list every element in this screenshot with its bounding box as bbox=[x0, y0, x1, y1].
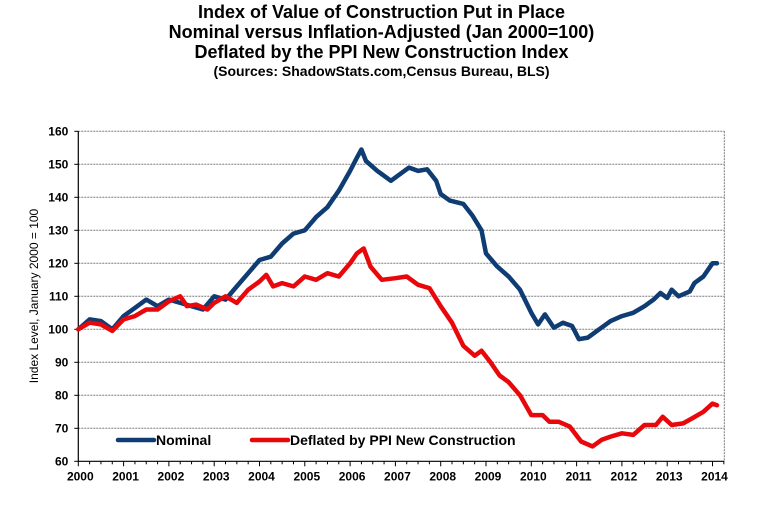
series-line-deflated bbox=[76, 246, 720, 449]
series-lines bbox=[76, 147, 720, 449]
x-tick-label: 2008 bbox=[429, 469, 456, 483]
x-tick-label: 2007 bbox=[384, 469, 411, 483]
legend-label: Deflated by PPI New Construction bbox=[290, 432, 516, 448]
y-tick-label: 100 bbox=[48, 322, 68, 336]
x-tick-label: 2003 bbox=[203, 469, 230, 483]
y-tick-label: 110 bbox=[49, 289, 69, 303]
y-tick-label: 80 bbox=[55, 388, 69, 402]
y-tick-label: 140 bbox=[48, 190, 68, 204]
y-tick-label: 130 bbox=[48, 223, 68, 237]
x-tick-label: 2004 bbox=[248, 469, 275, 483]
x-tick-label: 2001 bbox=[112, 469, 139, 483]
x-tick-labels: 2000 2001 2002 2003 2004 2005 2006 2007 2008 2009… bbox=[67, 469, 728, 483]
chart-subtitle-2: Deflated by the PPI New Construction Ind… bbox=[194, 42, 569, 62]
legend-item: Nominal bbox=[115, 432, 211, 448]
legend: Nominal Deflated by PPI New Construction bbox=[115, 432, 516, 448]
chart-sources: (Sources: ShadowStats.com,Census Bureau,… bbox=[213, 63, 550, 79]
y-tick-label: 90 bbox=[55, 355, 69, 369]
chart-subtitle-1: Nominal versus Inflation-Adjusted (Jan 2… bbox=[168, 22, 595, 42]
gridlines bbox=[78, 130, 725, 462]
x-tick-label: 2014 bbox=[701, 469, 728, 483]
legend-item: Deflated by PPI New Construction bbox=[249, 432, 516, 448]
legend-label: Nominal bbox=[156, 432, 211, 448]
x-tick-label: 2006 bbox=[339, 469, 366, 483]
y-tick-label: 160 bbox=[48, 124, 68, 138]
x-tick-label: 2000 bbox=[67, 469, 94, 483]
chart-titles: Index of Value of Construction Put in Pl… bbox=[0, 2, 763, 80]
chart-title: Index of Value of Construction Put in Pl… bbox=[197, 2, 566, 22]
y-tick-label: 60 bbox=[55, 454, 69, 468]
y-tick-label: 150 bbox=[48, 157, 68, 171]
series-line-nominal bbox=[76, 147, 720, 342]
y-axis-label: Index Level, January 2000 = 100 bbox=[27, 208, 41, 383]
x-tick-label: 2009 bbox=[475, 469, 502, 483]
axes bbox=[74, 130, 725, 467]
x-tick-label: 2011 bbox=[566, 469, 592, 483]
x-tick-label: 2013 bbox=[656, 469, 683, 483]
x-tick-label: 2002 bbox=[158, 469, 185, 483]
y-tick-label: 120 bbox=[48, 256, 68, 270]
x-tick-label: 2005 bbox=[293, 469, 320, 483]
y-tick-label: 70 bbox=[55, 421, 69, 435]
x-tick-label: 2012 bbox=[611, 469, 638, 483]
y-tick-labels: 60 70 80 90 100 110 120 130 140 150 160 bbox=[48, 124, 68, 468]
x-tick-label: 2010 bbox=[520, 469, 547, 483]
